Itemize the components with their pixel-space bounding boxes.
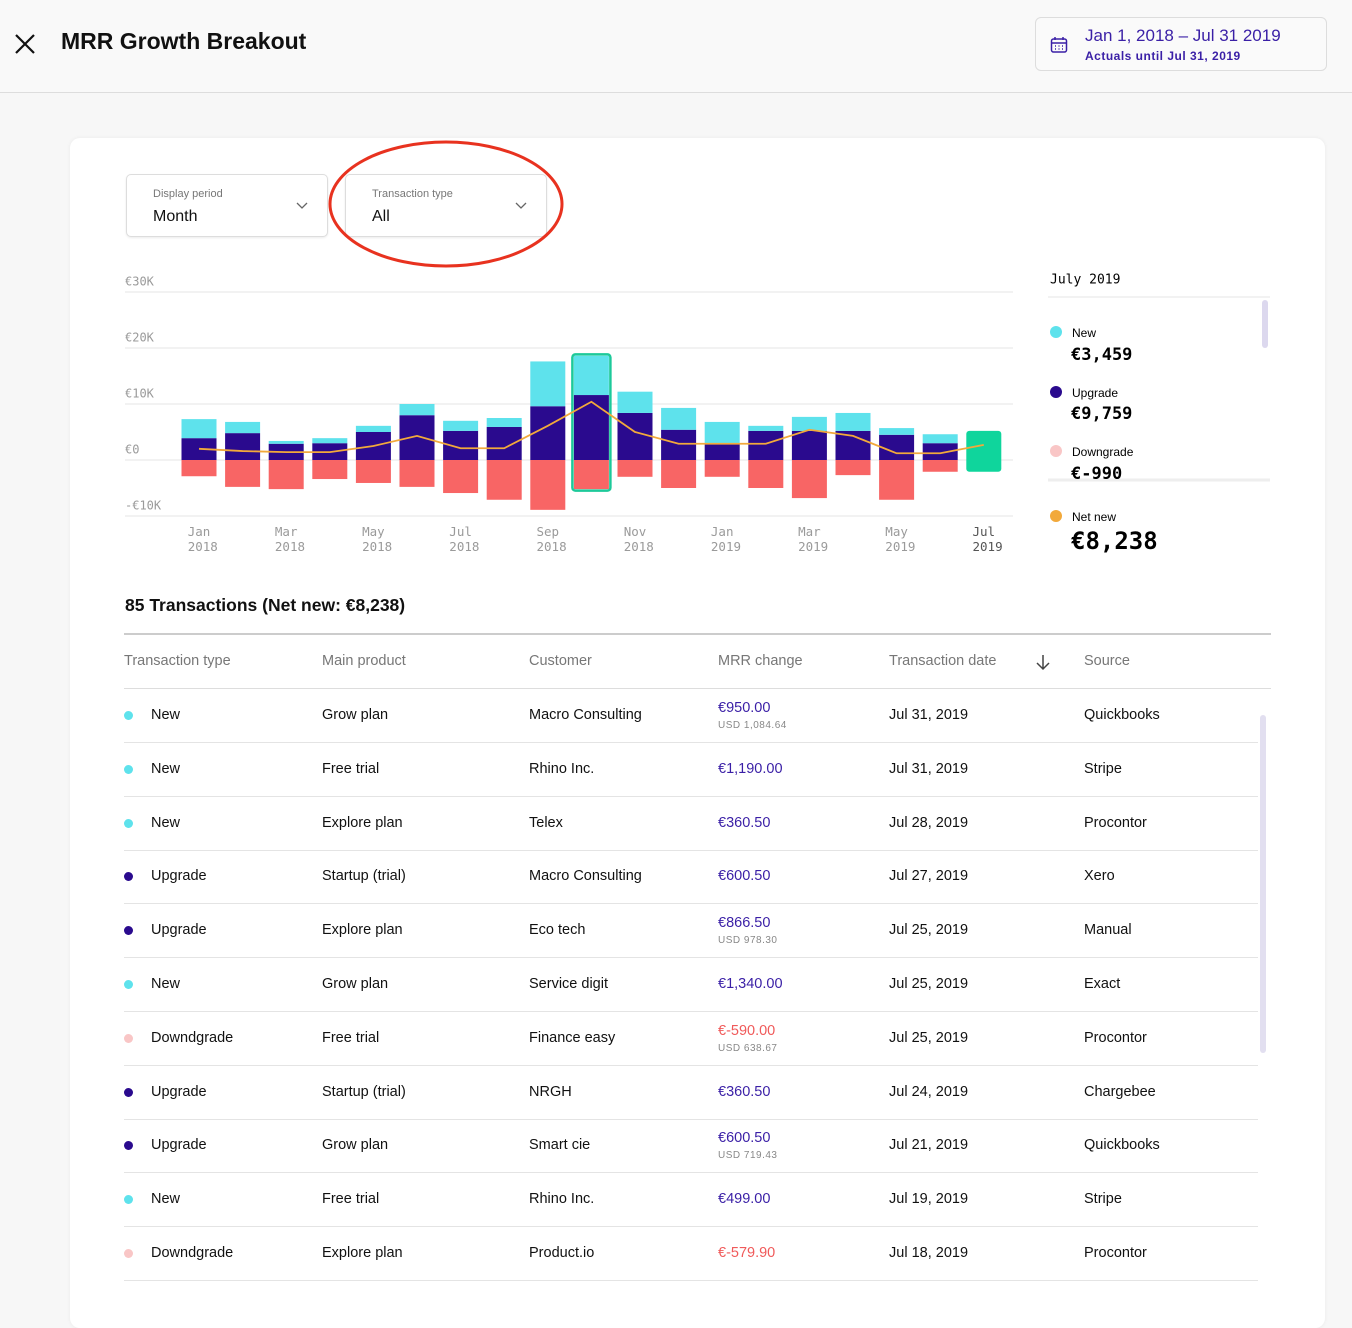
filter-value: All (372, 208, 390, 225)
header: MRR Growth Breakout Jan 1, 2018 – Jul 31… (0, 0, 1352, 93)
card (70, 138, 1325, 1328)
display-period-select[interactable]: Display period Month (126, 174, 328, 237)
calendar-icon (1050, 37, 1068, 53)
transaction-type-select[interactable]: Transaction type All (345, 174, 547, 237)
chevron (296, 202, 308, 209)
filter-label: Transaction type (372, 188, 453, 200)
filter-value: Month (153, 208, 198, 225)
date-range: Jan 1, 2018 – Jul 31 2019 (1085, 26, 1281, 45)
date-range-picker[interactable]: Jan 1, 2018 – Jul 31 2019 Actuals until … (1035, 17, 1327, 71)
actuals-note: Actuals until Jul 31, 2019 (1085, 49, 1241, 63)
chevron (515, 202, 527, 209)
page-title: MRR Growth Breakout (61, 28, 307, 54)
filter-label: Display period (153, 188, 223, 200)
close-button[interactable] (13, 32, 37, 56)
